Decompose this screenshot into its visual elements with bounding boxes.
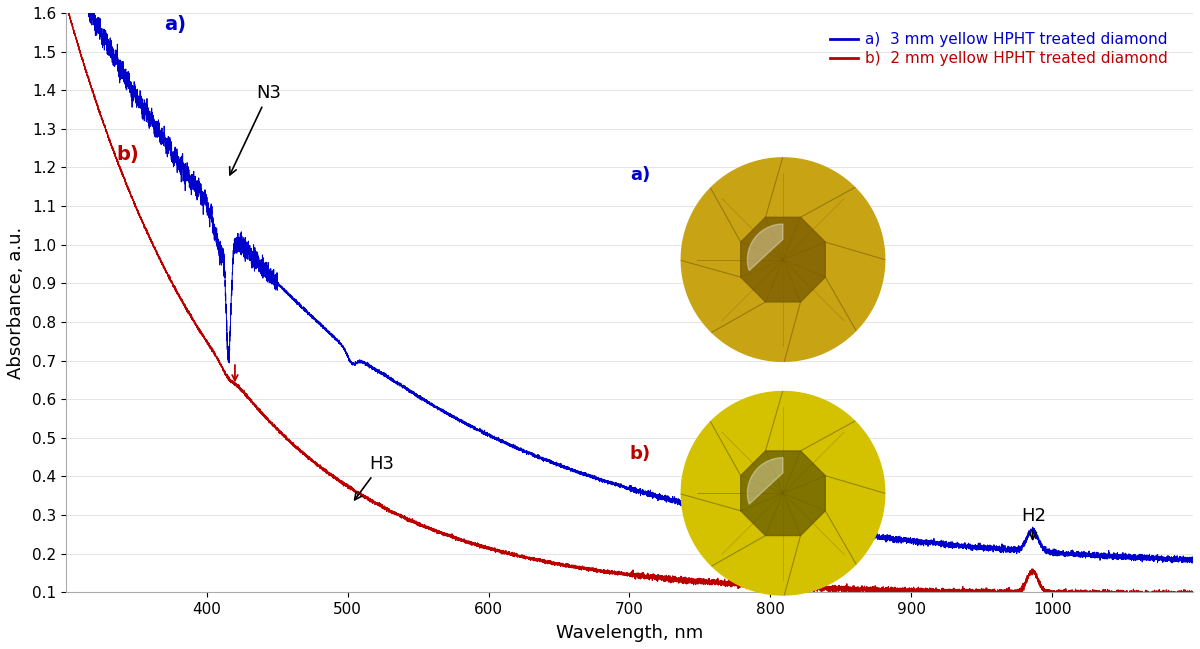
Text: H2: H2 bbox=[1021, 507, 1046, 539]
Polygon shape bbox=[682, 158, 884, 361]
Text: a): a) bbox=[630, 166, 650, 184]
X-axis label: Wavelength, nm: Wavelength, nm bbox=[556, 624, 703, 642]
Text: a): a) bbox=[164, 16, 186, 34]
Text: H3: H3 bbox=[355, 455, 394, 500]
Text: b): b) bbox=[116, 145, 139, 164]
Y-axis label: Absorbance, a.u.: Absorbance, a.u. bbox=[7, 227, 25, 379]
Polygon shape bbox=[740, 451, 826, 535]
Legend: a)  3 mm yellow HPHT treated diamond, b)  2 mm yellow HPHT treated diamond: a) 3 mm yellow HPHT treated diamond, b) … bbox=[824, 27, 1174, 73]
Polygon shape bbox=[748, 224, 784, 271]
Polygon shape bbox=[748, 458, 784, 504]
Polygon shape bbox=[682, 391, 884, 595]
Text: N3: N3 bbox=[229, 84, 281, 175]
Text: b): b) bbox=[629, 445, 650, 463]
Polygon shape bbox=[740, 217, 826, 302]
